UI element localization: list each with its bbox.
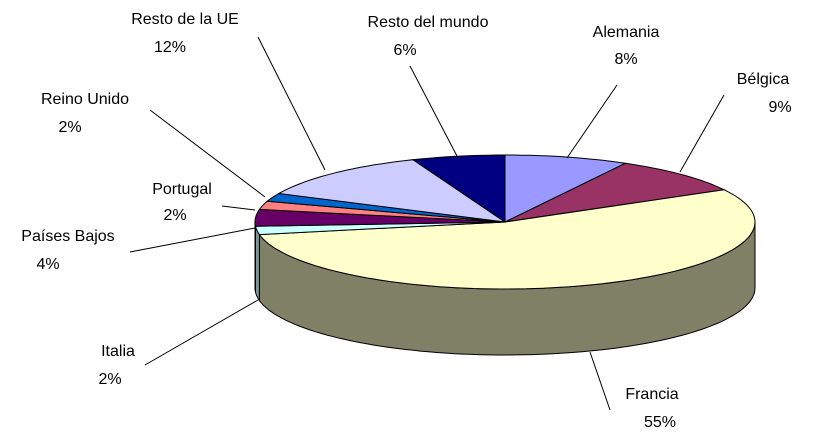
- slice-label: Alemania: [593, 24, 660, 41]
- slice: [277, 159, 506, 223]
- slice-label: Bélgica: [737, 71, 790, 88]
- leader-line: [144, 299, 259, 366]
- slice-label: Italia: [101, 343, 135, 360]
- leader-line: [679, 94, 725, 173]
- slice: [411, 154, 506, 223]
- slice-value-label: 2%: [163, 207, 186, 224]
- leader-line: [589, 351, 611, 411]
- slice-value-label: 12%: [154, 39, 186, 56]
- slice-label: Portugal: [152, 181, 212, 198]
- slice-value-label: 55%: [644, 414, 676, 431]
- leader-line: [129, 227, 256, 253]
- slice-side: [255, 226, 260, 303]
- slice: [258, 189, 756, 290]
- slice-value-label: 8%: [614, 51, 637, 68]
- slice: [504, 162, 726, 223]
- slice-label: Resto del mundo: [368, 14, 489, 31]
- slice-value-label: 6%: [393, 42, 416, 59]
- leader-line: [566, 84, 618, 159]
- slice-value-label: 9%: [768, 99, 791, 116]
- slice-label: Resto de la UE: [131, 11, 239, 28]
- slice-side: [254, 221, 256, 293]
- slice-label: Francia: [625, 386, 678, 403]
- slice-label: Reino Unido: [41, 91, 129, 108]
- leader-line: [409, 65, 459, 159]
- slice-label: Países Bajos: [21, 228, 114, 245]
- slice-value-label: 2%: [98, 371, 121, 388]
- slice: [254, 208, 506, 227]
- slice-value-label: 2%: [58, 119, 81, 136]
- slice-value-label: 4%: [36, 256, 59, 273]
- leader-line: [257, 36, 326, 171]
- leader-line: [149, 109, 266, 198]
- leader-line: [221, 205, 256, 211]
